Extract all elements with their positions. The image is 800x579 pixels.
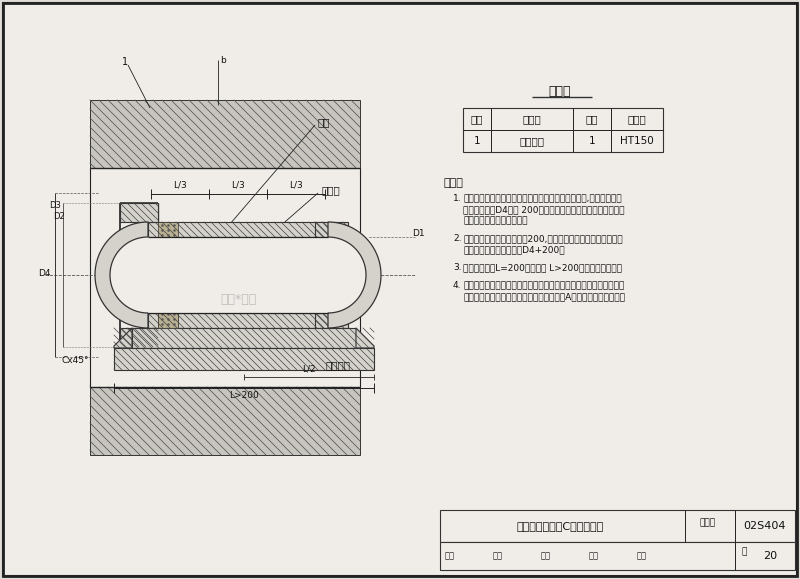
- Text: 3.: 3.: [453, 263, 462, 272]
- Bar: [440, 542, 795, 570]
- Text: b: b: [220, 56, 226, 65]
- Polygon shape: [95, 222, 148, 328]
- Text: 1: 1: [589, 136, 595, 146]
- Bar: [148, 222, 328, 237]
- Text: 设计: 设计: [637, 552, 647, 560]
- Text: 铸铁套管: 铸铁套管: [519, 136, 545, 146]
- Text: 当用于饮用水水池或蓄水池安装时，应在石棉水泥与水接触側嵌填无: 当用于饮用水水池或蓄水池安装时，应在石棉水泥与水接触側嵌填无: [463, 281, 624, 290]
- Text: L/3: L/3: [173, 180, 187, 189]
- Text: 校对: 校对: [589, 552, 599, 560]
- Bar: [120, 203, 158, 222]
- Text: 穿管处混凝土墙厚应不小于200,否则应使墙壁一边或两边加厎．: 穿管处混凝土墙厚应不小于200,否则应使墙壁一边或两边加厎．: [463, 234, 622, 243]
- Bar: [148, 313, 328, 328]
- Text: L/3: L/3: [289, 180, 303, 189]
- Text: 序号: 序号: [470, 114, 483, 124]
- Text: 刚性防水套管（C型）安装图: 刚性防水套管（C型）安装图: [516, 521, 604, 531]
- Bar: [463, 108, 663, 152]
- Text: 1.: 1.: [453, 194, 462, 203]
- Text: D3: D3: [49, 201, 61, 210]
- Text: Cx45°: Cx45°: [62, 356, 90, 365]
- Text: 套管的重量以L=200计算，当 L>200时，应另行计算．: 套管的重量以L=200计算，当 L>200时，应另行计算．: [463, 263, 622, 272]
- Text: L/2: L/2: [302, 365, 316, 374]
- Bar: [440, 510, 795, 542]
- Text: HT150: HT150: [620, 136, 654, 146]
- Bar: [90, 100, 360, 168]
- Text: 1: 1: [474, 136, 480, 146]
- Text: 名　称: 名 称: [522, 114, 542, 124]
- Bar: [315, 313, 348, 328]
- Text: 久安*管道: 久安*管道: [220, 293, 256, 306]
- Text: 校对: 校对: [493, 552, 503, 560]
- Text: 数量: 数量: [586, 114, 598, 124]
- Bar: [132, 328, 356, 348]
- Bar: [158, 222, 178, 239]
- Text: 油麳: 油麳: [318, 117, 330, 127]
- Text: L/3: L/3: [231, 180, 245, 189]
- Bar: [315, 222, 348, 237]
- Bar: [158, 311, 178, 328]
- Bar: [120, 328, 158, 347]
- Text: 比翁缘直径（D4）大 200，而且必须将套管一次浇固于墙内．: 比翁缘直径（D4）大 200，而且必须将套管一次浇固于墙内．: [463, 205, 625, 214]
- Text: 2.: 2.: [453, 234, 462, 243]
- Bar: [114, 348, 374, 370]
- Bar: [158, 313, 178, 328]
- Text: 铸铁管: 铸铁管: [321, 185, 340, 195]
- Text: D4: D4: [38, 269, 51, 277]
- Text: 材　料: 材 料: [628, 114, 646, 124]
- Text: 石棉水泥: 石棉水泥: [325, 360, 350, 370]
- Text: D1: D1: [412, 229, 425, 238]
- Polygon shape: [114, 328, 132, 348]
- Bar: [108, 237, 368, 313]
- Text: 20: 20: [763, 551, 777, 561]
- Text: 页: 页: [742, 547, 747, 556]
- Polygon shape: [328, 222, 381, 328]
- Polygon shape: [356, 328, 374, 348]
- Text: 审核: 审核: [445, 552, 455, 560]
- Text: D2: D2: [54, 212, 65, 221]
- Text: 02S404: 02S404: [744, 521, 786, 531]
- Text: 材料表: 材料表: [549, 85, 571, 98]
- Text: 毒固封膏，做法见本图集《刹性防水套管（A型）安装图（二）》．: 毒固封膏，做法见本图集《刹性防水套管（A型）安装图（二）》．: [463, 292, 625, 301]
- Text: L>200: L>200: [229, 391, 259, 400]
- Text: 加厎部分的直径至少应为D4+200．: 加厎部分的直径至少应为D4+200．: [463, 245, 565, 254]
- Text: 套管内的填料应紧密捣实．: 套管内的填料应紧密捣实．: [463, 216, 527, 225]
- Text: 套管穿墙处如遇非混凝土墙壁时，应改用混凝土墙壁,其浇注范围应: 套管穿墙处如遇非混凝土墙壁时，应改用混凝土墙壁,其浇注范围应: [463, 194, 622, 203]
- Text: 4.: 4.: [453, 281, 462, 290]
- Text: 1: 1: [122, 57, 128, 67]
- Text: 图集号: 图集号: [700, 518, 716, 527]
- Text: 说明：: 说明：: [443, 178, 463, 188]
- Text: 审查: 审查: [541, 552, 551, 560]
- Bar: [90, 387, 360, 455]
